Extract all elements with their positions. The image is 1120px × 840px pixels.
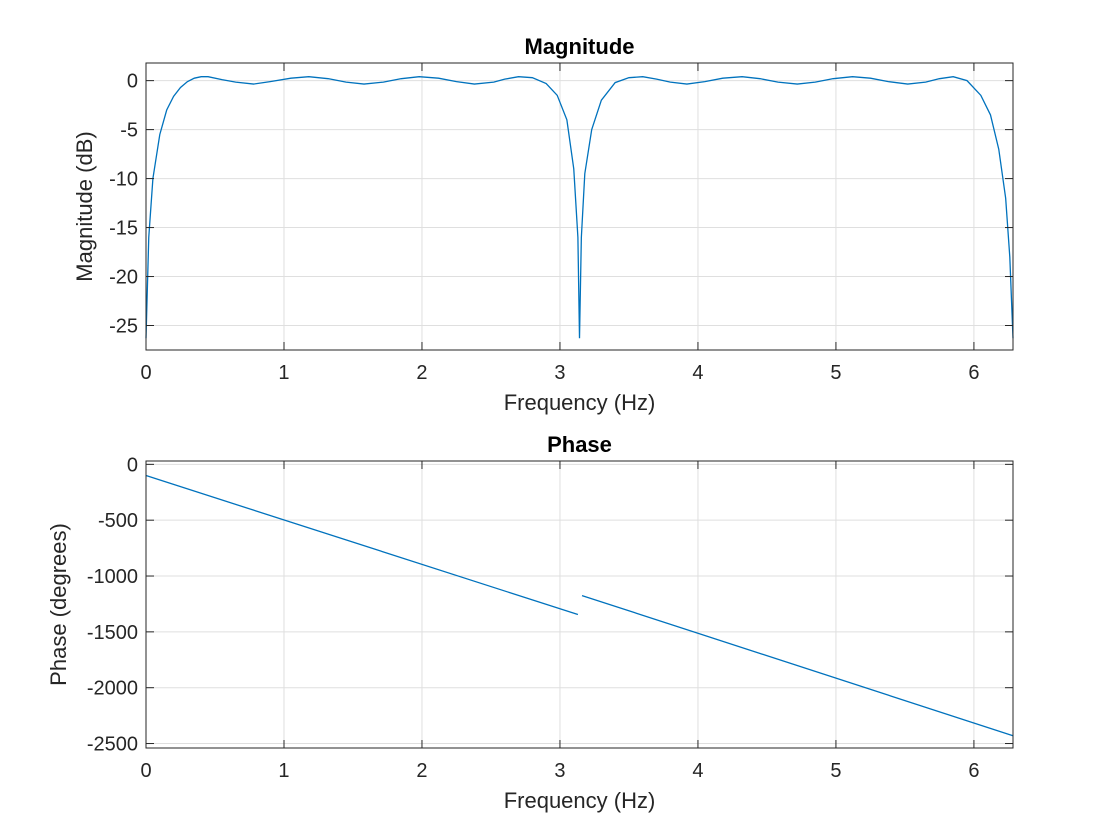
phase-x-tick-label: 0 (140, 760, 151, 782)
phase-y-ticks: 0 -500 -1000 -1500 -2000 -2500 (87, 454, 1013, 756)
magnitude-grid (145, 63, 1013, 350)
magnitude-plot-lines (145, 76, 1014, 339)
phase-y-tick-label: -500 (98, 510, 138, 532)
phase-y-tick-label: -2000 (87, 678, 138, 700)
magnitude-y-ticks: 0 -5 -10 -15 -20 -25 (109, 71, 1013, 338)
phase-y-tick-label: -2500 (87, 734, 138, 756)
magnitude-axes: 0 1 2 3 4 5 6 0 -5 -10 -15 -20 -25 Magnitude Freque… (72, 34, 1014, 415)
magnitude-x-ticks: 0 1 2 3 4 5 6 (140, 63, 979, 384)
phase-series-line-0 (145, 474, 579, 616)
phase-x-tick-label: 1 (278, 760, 289, 782)
phase-x-tick-label: 4 (692, 760, 703, 782)
magnitude-x-tick-label: 3 (554, 362, 565, 384)
phase-grid (145, 461, 1013, 748)
magnitude-title: Magnitude (525, 34, 635, 59)
magnitude-x-tick-label: 0 (140, 362, 151, 384)
magnitude-axes-frame (145, 62, 1014, 351)
magnitude-x-axis-label: Frequency (Hz) (504, 390, 656, 415)
phase-y-tick-label: -1500 (87, 622, 138, 644)
magnitude-x-tick-label: 6 (968, 362, 979, 384)
phase-axes-frame (145, 460, 1014, 749)
phase-x-tick-label: 2 (416, 760, 427, 782)
phase-series-line-1 (581, 594, 1014, 737)
phase-x-axis-label: Frequency (Hz) (504, 788, 656, 813)
phase-x-ticks: 0 1 2 3 4 5 6 (140, 461, 979, 782)
magnitude-y-tick-label: -20 (109, 267, 138, 289)
magnitude-x-tick-label: 2 (416, 362, 427, 384)
phase-y-axis-label: Phase (degrees) (46, 523, 71, 686)
magnitude-x-tick-label: 5 (830, 362, 841, 384)
magnitude-y-axis-label: Magnitude (dB) (72, 131, 97, 281)
magnitude-x-tick-label: 4 (692, 362, 703, 384)
phase-x-tick-label: 3 (554, 760, 565, 782)
phase-x-tick-label: 6 (968, 760, 979, 782)
phase-x-tick-label: 5 (830, 760, 841, 782)
magnitude-x-tick-label: 1 (278, 362, 289, 384)
phase-y-tick-label: -1000 (87, 566, 138, 588)
magnitude-y-tick-label: -25 (109, 316, 138, 338)
magnitude-y-tick-label: -15 (109, 218, 138, 240)
phase-axes: 0 1 2 3 4 5 6 0 -500 -1000 -1500 -2000 -2500 Phase … (46, 432, 1014, 813)
magnitude-y-tick-label: 0 (127, 71, 138, 93)
magnitude-y-tick-label: -10 (109, 169, 138, 191)
magnitude-series-line-0 (145, 76, 1014, 339)
magnitude-y-tick-label: -5 (120, 120, 138, 142)
phase-title: Phase (547, 432, 612, 457)
phase-y-tick-label: 0 (127, 454, 138, 476)
phase-plot-lines (145, 474, 1014, 737)
